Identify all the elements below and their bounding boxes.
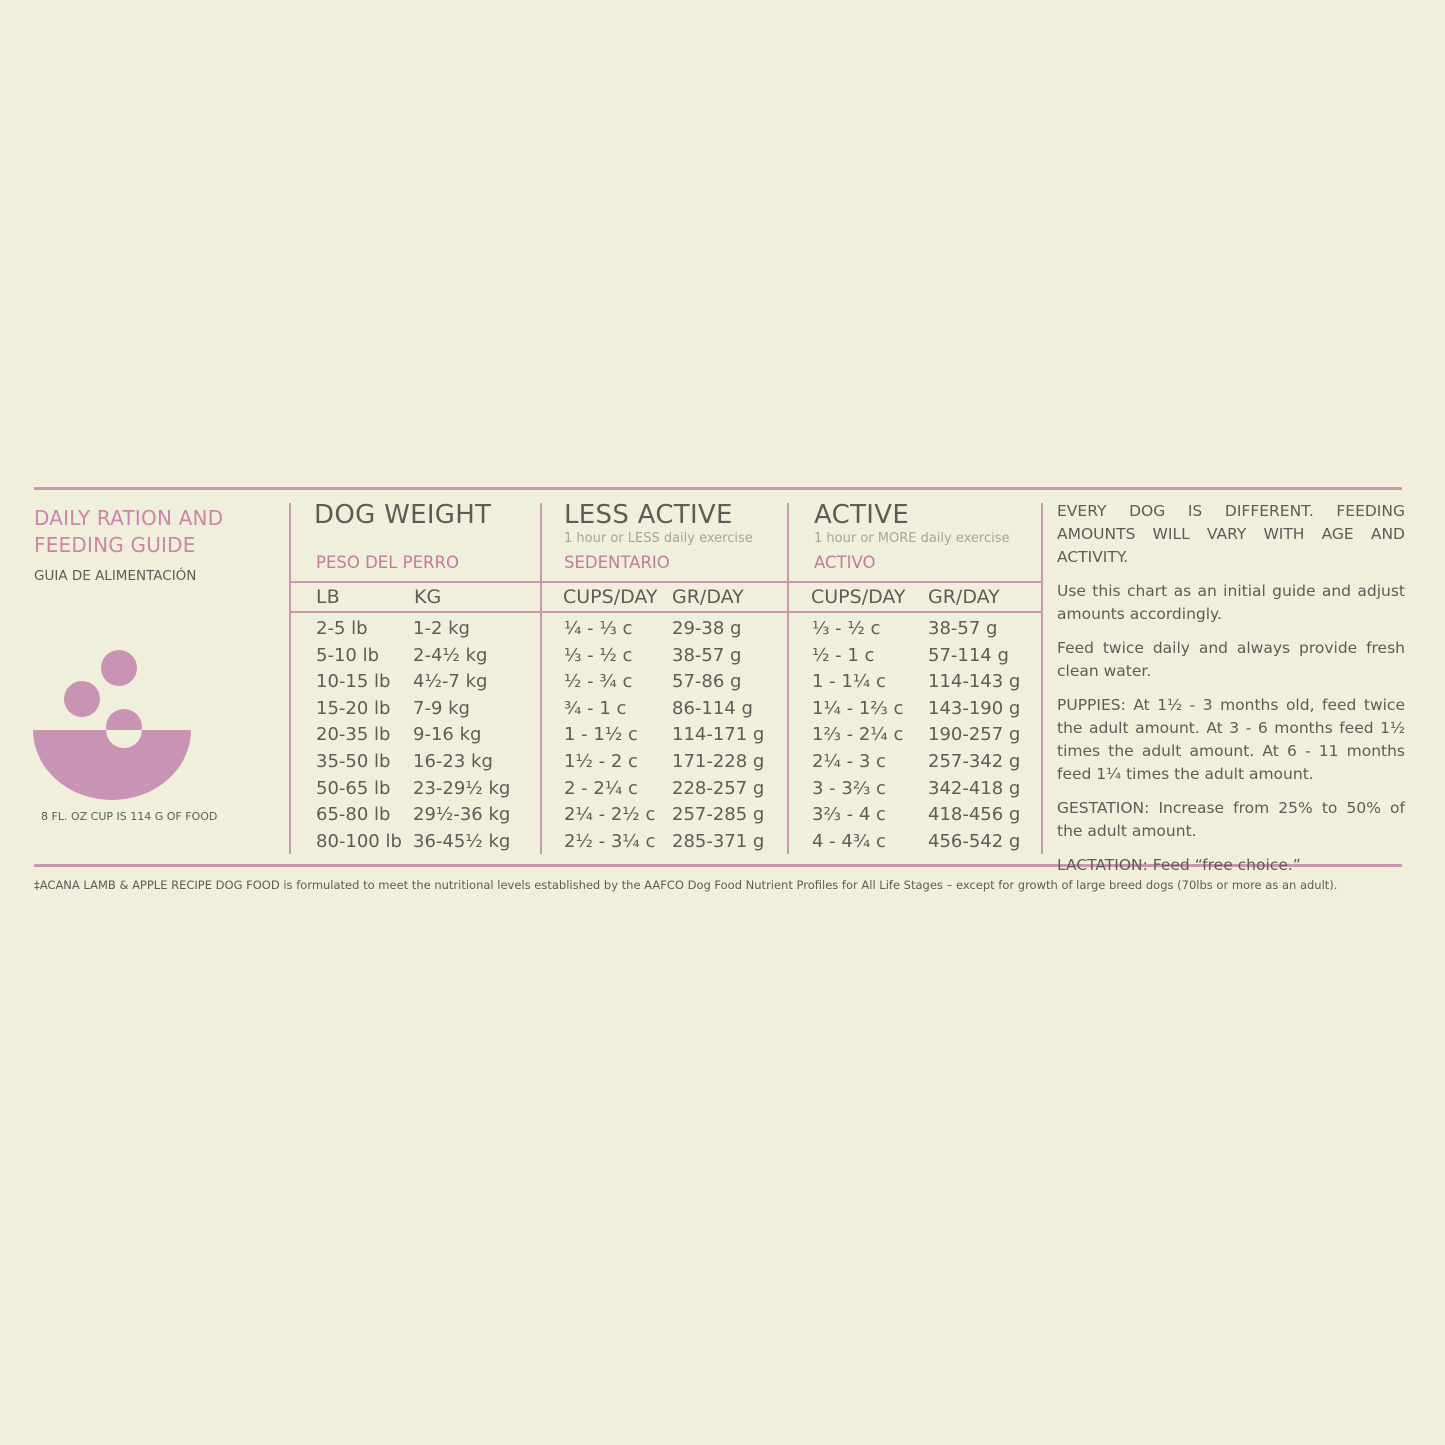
table-cell: 4½-7 kg <box>413 671 488 693</box>
table-cell: 57-114 g <box>928 644 1009 666</box>
table-cell: 2¼ - 3 c <box>812 750 886 772</box>
table-cell: 86-114 g <box>672 697 753 719</box>
table-cell: 16-23 kg <box>413 750 493 772</box>
table-cell: 2¼ - 2½ c <box>564 804 656 826</box>
table-cell: 114-171 g <box>672 724 765 746</box>
dog-weight-heading: DOG WEIGHT <box>314 500 492 530</box>
table-cell: 29½-36 kg <box>413 804 511 826</box>
table-cell: 2-5 lb <box>316 618 368 639</box>
guide-subtitle: GUIA DE ALIMENTACIÓN <box>34 568 197 584</box>
notes-feed: Feed twice daily and always provide fres… <box>1057 639 1405 680</box>
table-cell: ¾ - 1 c <box>564 697 627 719</box>
lb-column: 2-5 lb 5-10 lb 10-15 lb 15-20 lb 20-35 l… <box>316 616 402 855</box>
table-cell: 418-456 g <box>928 804 1021 826</box>
notes-lactation: LACTATION: Feed “free choice.” <box>1057 856 1301 874</box>
active-heading: ACTIVE <box>814 500 910 530</box>
food-bowl-icon <box>33 650 191 800</box>
table-cell: ⅓ - ½ c <box>564 644 633 666</box>
table-cell: 10-15 lb <box>316 671 391 693</box>
table-cell: 80-100 lb <box>316 830 402 852</box>
guide-title: DAILY RATION AND FEEDING GUIDE <box>34 506 224 557</box>
grams-header: GR/DAY <box>928 586 1000 608</box>
cups-header: CUPS/DAY <box>811 586 906 608</box>
table-cell: 2 - 2¼ c <box>564 777 638 799</box>
table-cell: ½ - 1 c <box>812 644 875 666</box>
active-note: 1 hour or MORE daily exercise <box>814 531 1010 546</box>
notes-puppies: PUPPIES: At 1½ - 3 months old, feed twic… <box>1057 696 1405 783</box>
divider <box>1041 503 1043 854</box>
table-cell: 285-371 g <box>672 830 765 852</box>
table-cell: 3⅔ - 4 c <box>812 804 886 826</box>
table-cell: 29-38 g <box>672 618 742 639</box>
table-cell: 1-2 kg <box>413 618 470 639</box>
active-grams-column: 38-57 g 57-114 g 114-143 g 143-190 g 190… <box>928 616 1020 855</box>
table-cell: 1¼ - 1⅔ c <box>812 697 904 719</box>
table-cell: 228-257 g <box>672 777 765 799</box>
less-active-grams-column: 29-38 g 38-57 g 57-86 g 86-114 g 114-171… <box>672 616 764 855</box>
feeding-notes: EVERY DOG IS DIFFERENT. FEEDING AMOUNTS … <box>1057 500 1405 888</box>
divider <box>289 503 291 854</box>
table-cell: 38-57 g <box>928 618 998 639</box>
table-cell: 9-16 kg <box>413 724 482 746</box>
divider <box>787 503 789 854</box>
dog-weight-sub: PESO DEL PERRO <box>316 553 459 572</box>
top-rule <box>34 487 1402 490</box>
table-cell: 7-9 kg <box>413 697 470 719</box>
table-cell: 4 - 4¾ c <box>812 830 886 852</box>
table-cell: 38-57 g <box>672 644 742 666</box>
cup-note: 8 FL. OZ CUP IS 114 G OF FOOD <box>41 810 218 823</box>
table-cell: 15-20 lb <box>316 697 391 719</box>
table-cell: 1⅔ - 2¼ c <box>812 724 904 746</box>
table-cell: 342-418 g <box>928 777 1021 799</box>
table-cell: ½ - ¾ c <box>564 671 633 693</box>
less-active-note: 1 hour or LESS daily exercise <box>564 531 753 546</box>
kg-column: 1-2 kg 2-4½ kg 4½-7 kg 7-9 kg 9-16 kg 16… <box>413 616 510 855</box>
grams-header: GR/DAY <box>672 586 744 608</box>
kg-header: KG <box>414 586 442 608</box>
table-cell: 1½ - 2 c <box>564 750 638 772</box>
table-cell: 257-285 g <box>672 804 765 826</box>
notes-intro: EVERY DOG IS DIFFERENT. FEEDING AMOUNTS … <box>1057 502 1405 566</box>
notes-gestation: GESTATION: Increase from 25% to 50% of t… <box>1057 799 1405 840</box>
table-cell: 57-86 g <box>672 671 742 693</box>
table-cell: 2½ - 3¼ c <box>564 830 656 852</box>
notes-guide: Use this chart as an initial guide and a… <box>1057 582 1405 623</box>
header-rule <box>290 611 1042 613</box>
table-cell: 5-10 lb <box>316 644 379 666</box>
table-cell: 20-35 lb <box>316 724 391 746</box>
table-cell: 190-257 g <box>928 724 1021 746</box>
cups-header: CUPS/DAY <box>563 586 658 608</box>
table-cell: 1 - 1¼ c <box>812 671 886 693</box>
table-cell: 3 - 3⅔ c <box>812 777 886 799</box>
divider <box>540 503 542 854</box>
table-cell: 65-80 lb <box>316 804 391 826</box>
table-cell: ¼ - ⅓ c <box>564 618 633 639</box>
active-sub: ACTIVO <box>814 553 876 572</box>
table-cell: 2-4½ kg <box>413 644 488 666</box>
header-rule <box>290 581 1042 583</box>
table-cell: 35-50 lb <box>316 750 391 772</box>
footnote: ‡ACANA LAMB & APPLE RECIPE DOG FOOD is f… <box>34 878 1338 892</box>
table-cell: 23-29½ kg <box>413 777 511 799</box>
table-cell: 456-542 g <box>928 830 1021 852</box>
table-cell: 1 - 1½ c <box>564 724 638 746</box>
table-cell: 114-143 g <box>928 671 1021 693</box>
lb-header: LB <box>316 586 340 608</box>
less-active-cups-column: ¼ - ⅓ c ⅓ - ½ c ½ - ¾ c ¾ - 1 c 1 - 1½ c… <box>564 616 655 855</box>
table-cell: ⅓ - ½ c <box>812 618 881 639</box>
table-cell: 50-65 lb <box>316 777 391 799</box>
table-cell: 257-342 g <box>928 750 1021 772</box>
less-active-heading: LESS ACTIVE <box>564 500 733 530</box>
less-active-sub: SEDENTARIO <box>564 553 670 572</box>
table-cell: 36-45½ kg <box>413 830 511 852</box>
bottom-rule <box>34 864 1402 867</box>
active-cups-column: ⅓ - ½ c ½ - 1 c 1 - 1¼ c 1¼ - 1⅔ c 1⅔ - … <box>812 616 903 855</box>
table-cell: 143-190 g <box>928 697 1021 719</box>
table-cell: 171-228 g <box>672 750 765 772</box>
